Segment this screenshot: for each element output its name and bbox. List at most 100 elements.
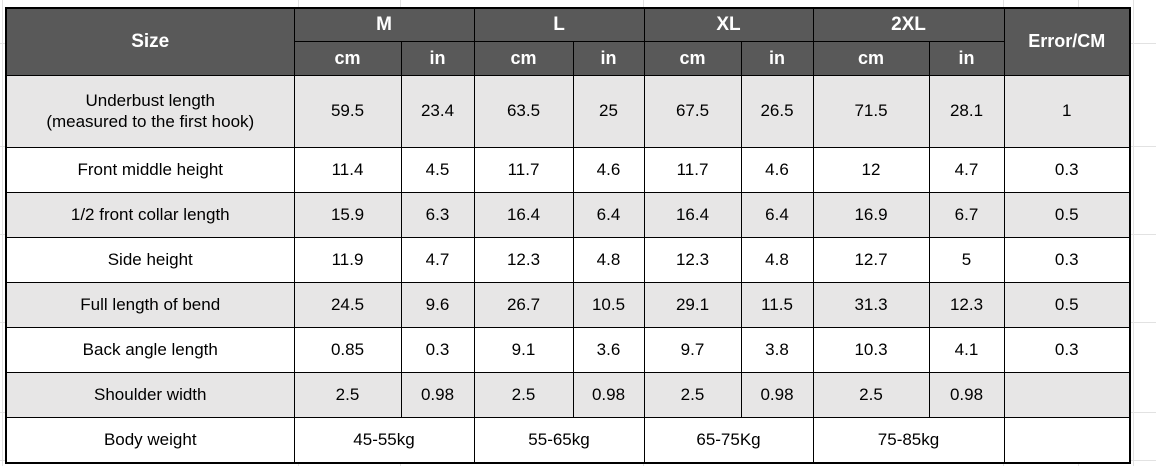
size-chart-table: Size M L XL 2XL Error/CM cm in cm in cm … xyxy=(5,7,1131,464)
value-cell: 0.3 xyxy=(400,326,475,373)
value-cell: 9.7 xyxy=(643,326,742,373)
value-cell: 12.7 xyxy=(812,236,930,283)
value-cell: 11.4 xyxy=(293,146,402,193)
value-cell: 12 xyxy=(812,146,930,193)
value-cell: 0.98 xyxy=(400,371,475,418)
size-group-xl: XL xyxy=(643,7,814,42)
unit-header-cm: cm xyxy=(812,40,930,76)
value-cell: 16.4 xyxy=(473,191,574,238)
table-row: Full length of bend 24.5 9.6 26.7 10.5 29.1 11… xyxy=(5,281,1131,328)
value-cell: 28.1 xyxy=(928,74,1005,148)
table-row: Underbust length (measured to the first h… xyxy=(5,74,1131,148)
error-cell: 0.5 xyxy=(1003,281,1131,328)
value-cell: 10.5 xyxy=(572,281,645,328)
table-row: 1/2 front collar length 15.9 6.3 16.4 6.4 16.… xyxy=(5,191,1131,238)
table-row-body-weight: Body weight 45-55kg 55-65kg 65-75Kg 75-85kg xyxy=(5,416,1131,463)
value-cell: 24.5 xyxy=(293,281,402,328)
value-cell: 4.8 xyxy=(740,236,814,283)
error-cell: 0.3 xyxy=(1003,146,1131,193)
gridline xyxy=(2,0,3,466)
table-body: Underbust length (measured to the first h… xyxy=(5,74,1131,463)
table-row: Shoulder width 2.5 0.98 2.5 0.98 2.5 0.98 2.5 0.… xyxy=(5,371,1131,418)
error-cell: 0.3 xyxy=(1003,326,1131,373)
value-cell: 4.8 xyxy=(572,236,645,283)
value-cell: 2.5 xyxy=(473,371,574,418)
value-cell: 15.9 xyxy=(293,191,402,238)
size-group-m: M xyxy=(293,7,475,42)
value-cell: 29.1 xyxy=(643,281,742,328)
weight-range-cell: 55-65kg xyxy=(473,416,645,463)
error-cell xyxy=(1003,416,1131,463)
value-cell: 2.5 xyxy=(812,371,930,418)
value-cell: 10.3 xyxy=(812,326,930,373)
size-group-l: L xyxy=(473,7,645,42)
value-cell: 16.9 xyxy=(812,191,930,238)
row-label: Shoulder width xyxy=(5,371,295,418)
unit-header-in: in xyxy=(740,40,814,76)
value-cell: 9.1 xyxy=(473,326,574,373)
error-cell xyxy=(1003,371,1131,418)
value-cell: 6.7 xyxy=(928,191,1005,238)
value-cell: 3.6 xyxy=(572,326,645,373)
error-cell: 0.3 xyxy=(1003,236,1131,283)
value-cell: 59.5 xyxy=(293,74,402,148)
value-cell: 0.85 xyxy=(293,326,402,373)
weight-range-cell: 75-85kg xyxy=(812,416,1005,463)
value-cell: 9.6 xyxy=(400,281,475,328)
value-cell: 5 xyxy=(928,236,1005,283)
error-header-cell: Error/CM xyxy=(1003,7,1131,76)
row-label: Underbust length (measured to the first h… xyxy=(5,74,295,148)
value-cell: 11.9 xyxy=(293,236,402,283)
value-cell: 4.7 xyxy=(928,146,1005,193)
row-label: Back angle length xyxy=(5,326,295,373)
value-cell: 11.5 xyxy=(740,281,814,328)
weight-range-cell: 45-55kg xyxy=(293,416,475,463)
value-cell: 63.5 xyxy=(473,74,574,148)
value-cell: 3.8 xyxy=(740,326,814,373)
error-cell: 1 xyxy=(1003,74,1131,148)
value-cell: 25 xyxy=(572,74,645,148)
size-group-2xl: 2XL xyxy=(812,7,1005,42)
table-row: Side height 11.9 4.7 12.3 4.8 12.3 4.8 12.7 5 0.3 xyxy=(5,236,1131,283)
value-cell: 16.4 xyxy=(643,191,742,238)
value-cell: 31.3 xyxy=(812,281,930,328)
unit-header-cm: cm xyxy=(473,40,574,76)
row-label: Side height xyxy=(5,236,295,283)
value-cell: 4.6 xyxy=(572,146,645,193)
value-cell: 6.4 xyxy=(572,191,645,238)
value-cell: 4.1 xyxy=(928,326,1005,373)
value-cell: 0.98 xyxy=(928,371,1005,418)
size-header-cell: Size xyxy=(5,7,295,76)
unit-header-in: in xyxy=(400,40,475,76)
value-cell: 26.5 xyxy=(740,74,814,148)
value-cell: 6.4 xyxy=(740,191,814,238)
row-label: 1/2 front collar length xyxy=(5,191,295,238)
value-cell: 4.7 xyxy=(400,236,475,283)
unit-header-cm: cm xyxy=(643,40,742,76)
value-cell: 2.5 xyxy=(293,371,402,418)
value-cell: 2.5 xyxy=(643,371,742,418)
table-row: Back angle length 0.85 0.3 9.1 3.6 9.7 3.8 10.3… xyxy=(5,326,1131,373)
value-cell: 0.98 xyxy=(572,371,645,418)
error-cell: 0.5 xyxy=(1003,191,1131,238)
value-cell: 71.5 xyxy=(812,74,930,148)
gridline xyxy=(1133,0,1134,466)
value-cell: 12.3 xyxy=(928,281,1005,328)
weight-range-cell: 65-75Kg xyxy=(643,416,814,463)
value-cell: 0.98 xyxy=(740,371,814,418)
unit-header-in: in xyxy=(928,40,1005,76)
row-label: Full length of bend xyxy=(5,281,295,328)
value-cell: 12.3 xyxy=(473,236,574,283)
row-label: Front middle height xyxy=(5,146,295,193)
row-label: Body weight xyxy=(5,416,295,463)
value-cell: 23.4 xyxy=(400,74,475,148)
table-row: Front middle height 11.4 4.5 11.7 4.6 11.7 4.6… xyxy=(5,146,1131,193)
value-cell: 4.6 xyxy=(740,146,814,193)
unit-header-in: in xyxy=(572,40,645,76)
value-cell: 12.3 xyxy=(643,236,742,283)
value-cell: 11.7 xyxy=(473,146,574,193)
value-cell: 26.7 xyxy=(473,281,574,328)
value-cell: 4.5 xyxy=(400,146,475,193)
value-cell: 6.3 xyxy=(400,191,475,238)
